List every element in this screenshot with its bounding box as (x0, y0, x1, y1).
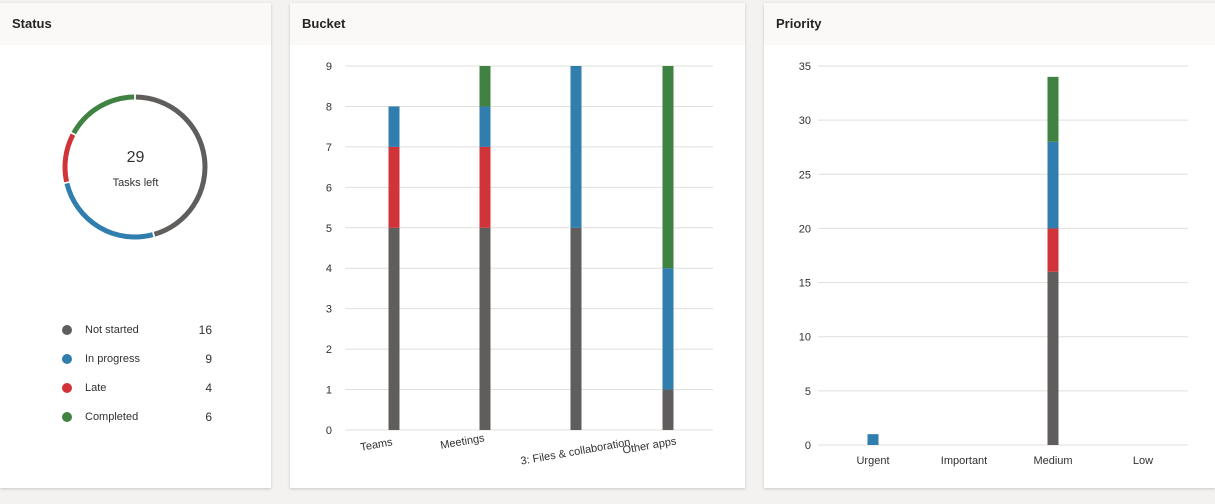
legend-count: 4 (205, 380, 212, 395)
tasks-left-label: Tasks left (112, 177, 159, 189)
y-tick-label: 8 (326, 101, 332, 113)
x-tick-label: 3: Files & collaboration (520, 436, 632, 467)
y-tick-label: 9 (326, 61, 332, 73)
bar-segment-in-progress (479, 106, 491, 147)
bucket-bar-chart: 0 1 2 3 4 5 6 7 8 9 Teams Meetings 3: Files & collab… (326, 61, 713, 468)
bar-segment-in-progress (1047, 141, 1059, 229)
y-tick-label: 10 (799, 332, 811, 344)
donut-slice-not-started (135, 94, 208, 237)
bar-segment-not-started (388, 227, 400, 430)
y-tick-label: 7 (326, 142, 332, 154)
priority-bar-chart: 0 5 10 15 20 25 30 35 Urgent Important Medium Low (799, 61, 1188, 467)
legend-dot (62, 382, 72, 393)
donut-slice-in-progress (64, 182, 154, 240)
status-donut-chart (62, 94, 208, 240)
legend-item-in-progress[interactable]: In progress 9 (62, 344, 212, 373)
y-tick-label: 0 (805, 440, 811, 452)
y-tick-label: 1 (326, 385, 332, 397)
tasks-left-count: 29 (126, 149, 145, 166)
legend-item-not-started[interactable]: Not started 16 (62, 315, 212, 344)
y-tick-label: 2 (326, 344, 332, 356)
y-tick-label: 0 (326, 425, 332, 437)
y-tick-label: 30 (799, 115, 811, 127)
status-card: Status 29 Tasks left Not started 16 In pr… (0, 3, 271, 488)
bar-segment-not-started (1047, 271, 1059, 445)
y-tick-label: 20 (799, 223, 811, 235)
y-tick-label: 25 (799, 169, 811, 181)
legend-label: Late (85, 381, 107, 394)
bar-segment-not-started (479, 227, 491, 430)
legend-count: 9 (205, 351, 212, 366)
y-tick-label: 15 (799, 278, 811, 290)
bar-segment-completed (479, 66, 491, 107)
legend-count: 16 (198, 322, 212, 337)
x-tick-label: Teams (359, 436, 393, 454)
bar-segment-in-progress (867, 434, 879, 445)
bar-segment-in-progress (570, 66, 582, 228)
y-tick-label: 35 (799, 61, 811, 73)
bar-segment-completed (1047, 76, 1059, 142)
legend-label: Not started (85, 323, 139, 336)
bar-segment-not-started (570, 227, 582, 430)
donut-slice-completed (71, 94, 135, 135)
legend-label: In progress (85, 352, 141, 365)
y-tick-label: 5 (805, 386, 811, 398)
legend-item-late[interactable]: Late 4 (62, 373, 212, 402)
priority-card: Priority 0 5 10 15 20 25 30 35 Urgent Important Me… (764, 3, 1215, 488)
donut-slice-late (62, 133, 76, 183)
priority-card-title: Priority (764, 3, 1215, 45)
bar-segment-late (1047, 228, 1059, 272)
legend-dot (62, 324, 72, 335)
y-tick-label: 4 (326, 263, 332, 275)
y-tick-label: 6 (326, 182, 332, 194)
x-tick-label: Important (941, 455, 987, 467)
x-tick-label: Other apps (622, 435, 678, 456)
y-tick-label: 5 (326, 223, 332, 235)
bar-segment-not-started (662, 389, 674, 430)
x-tick-label: Low (1133, 455, 1153, 467)
bar-segment-in-progress (388, 106, 400, 147)
bar-segment-completed (662, 66, 674, 269)
status-legend: Not started 16 In progress 9 Late 4 Complet… (62, 315, 212, 431)
x-tick-label: Urgent (856, 455, 889, 467)
legend-count: 6 (205, 409, 212, 424)
bar-segment-in-progress (662, 268, 674, 390)
bar-segment-late (479, 146, 491, 228)
legend-dot (62, 411, 72, 422)
legend-label: Completed (85, 410, 139, 423)
bar-segment-late (388, 146, 400, 228)
legend-dot (62, 353, 72, 364)
bucket-card: Bucket 0 1 2 3 4 5 6 7 8 9 Teams Meetings 3: Files &… (290, 3, 745, 488)
x-tick-label: Meetings (439, 432, 486, 452)
bucket-card-title: Bucket (290, 3, 745, 45)
x-tick-label: Medium (1033, 455, 1072, 467)
legend-item-completed[interactable]: Completed 6 (62, 402, 212, 431)
status-card-title: Status (0, 3, 271, 45)
y-tick-label: 3 (326, 304, 332, 316)
